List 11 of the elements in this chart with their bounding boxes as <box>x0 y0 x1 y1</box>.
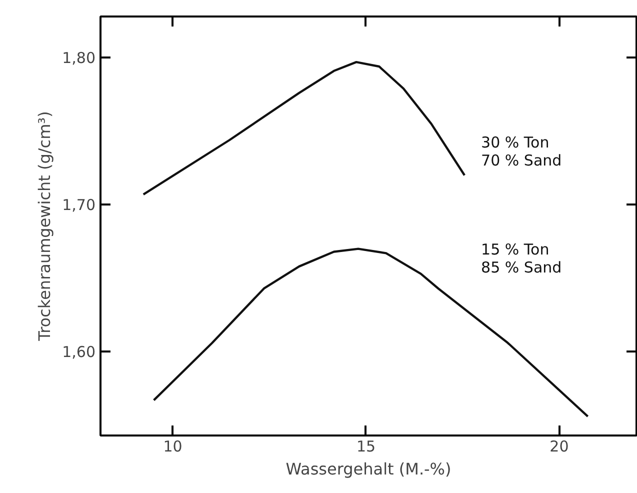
x-tick-label: 10 <box>163 438 182 456</box>
x-tick-label: 20 <box>550 438 569 456</box>
x-tick-label: 15 <box>356 438 376 456</box>
x-axis-title: Wassergehalt (M.-%) <box>286 460 452 478</box>
series-label: 30 % Ton 70 % Sand <box>481 133 562 170</box>
y-tick-label: 1,80 <box>62 49 96 68</box>
text: 15 % Ton 85 % Sand <box>481 240 562 276</box>
y-axis-title: Trockenraumgewicht (g/cm³) <box>35 111 54 342</box>
y-tick-label: 1,60 <box>62 343 96 362</box>
line-series <box>142 60 466 196</box>
y-tick-label: 1,70 <box>62 196 96 214</box>
